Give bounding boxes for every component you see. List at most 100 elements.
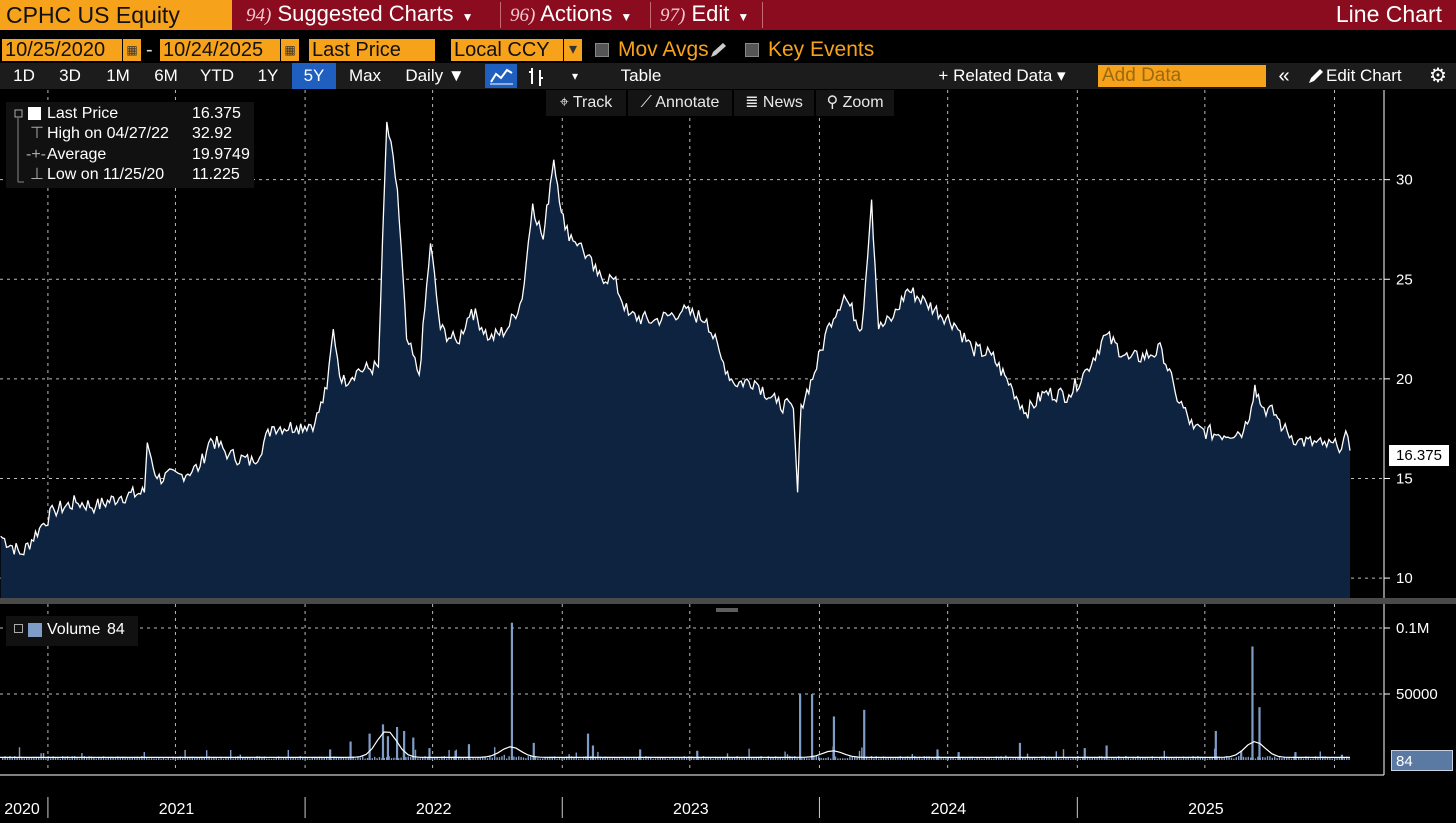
pencil-icon[interactable] [708, 41, 730, 59]
volume-bar [1012, 758, 1014, 760]
bar-chart-icon[interactable] [522, 64, 550, 88]
gear-icon[interactable]: ⚙ [1429, 65, 1447, 87]
add-data-input[interactable]: Add Data [1098, 65, 1266, 87]
volume-legend: Volume 84 [6, 616, 138, 646]
field-selector[interactable]: Last Price [309, 39, 435, 61]
legend-value: 11.225 [192, 166, 240, 183]
volume-bar [863, 709, 866, 760]
volume-bar [897, 757, 899, 760]
volume-bar [1228, 757, 1230, 760]
volume-bar [537, 758, 539, 760]
series-swatch[interactable] [28, 623, 42, 637]
volume-bar [813, 756, 815, 760]
table-button[interactable]: Table [620, 66, 662, 85]
period-ytd[interactable]: YTD [200, 66, 234, 85]
news-tool[interactable]: ≣ News [734, 90, 814, 116]
volume-bar [107, 757, 109, 760]
volume-bar [254, 758, 256, 760]
period-6m[interactable]: 6M [154, 66, 178, 85]
volume-bar [11, 757, 13, 760]
volume-bar [42, 753, 45, 760]
key-events-checkbox[interactable] [745, 43, 759, 57]
period-1y[interactable]: 1Y [257, 66, 279, 85]
volume-average-line [0, 731, 1350, 759]
collapse-icon[interactable]: « [1278, 65, 1290, 87]
volume-bar [474, 758, 477, 760]
volume-bar [1312, 758, 1314, 760]
start-date-input[interactable]: 10/25/2020 [2, 39, 122, 61]
volume-bar [81, 753, 83, 760]
volume-bar [945, 758, 947, 760]
volume-bar [1010, 758, 1012, 760]
ticker-field[interactable]: CPHC US Equity [0, 0, 232, 30]
volume-bar [1202, 757, 1204, 760]
related-data-button[interactable]: + Related Data ▾ [938, 66, 1066, 85]
series-swatch[interactable] [28, 107, 41, 120]
frequency-selector[interactable]: Daily ▼ [405, 66, 465, 85]
volume-bar [66, 756, 69, 760]
edit-menu[interactable]: 97) Edit ▼ [660, 0, 749, 30]
volume-bar [278, 756, 280, 760]
tool-label: News [762, 94, 803, 111]
volume-bar [935, 756, 937, 760]
volume-bar [18, 747, 21, 760]
annotate-tool[interactable]: ⟋ Annotate [628, 90, 732, 116]
currency-selector[interactable]: Local CCY [451, 39, 563, 61]
volume-bar [59, 758, 61, 760]
volume-bar [621, 758, 623, 760]
suggested-charts-menu[interactable]: 94) Suggested Charts ▼ [246, 0, 473, 30]
volume-bar [62, 756, 64, 760]
volume-bar [484, 756, 486, 760]
volume-bar [1110, 758, 1113, 760]
volume-bar [297, 758, 299, 760]
volume-bar [4, 756, 6, 760]
chevron-down-icon[interactable]: ▾ [564, 39, 582, 61]
actions-menu[interactable]: 96) Actions ▼ [510, 0, 632, 30]
period-1m[interactable]: 1M [106, 66, 130, 85]
volume-bar [1283, 756, 1285, 760]
period-max[interactable]: Max [348, 66, 382, 85]
mov-avgs-checkbox[interactable] [595, 43, 609, 57]
key-events-label[interactable]: Key Events [768, 38, 875, 61]
volume-bar [1326, 756, 1329, 760]
zoom-tool[interactable]: ⚲ Zoom [816, 90, 894, 116]
period-5y[interactable]: 5Y [292, 63, 336, 89]
end-date-input[interactable]: 10/24/2025 [160, 39, 280, 61]
title-bar [0, 0, 1456, 30]
expand-icon[interactable] [14, 624, 23, 633]
volume-bar [748, 748, 750, 760]
line-chart-icon[interactable] [485, 64, 517, 88]
volume-bar [753, 756, 755, 760]
volume-bar [472, 757, 474, 760]
period-3d[interactable]: 3D [59, 66, 81, 85]
volume-bar [400, 757, 402, 760]
menu-number: 97) [660, 5, 686, 26]
volume-bar [705, 757, 707, 760]
chevron-down-icon[interactable]: ▾ [571, 69, 579, 83]
volume-bar [282, 757, 285, 760]
volume-bar [150, 758, 153, 760]
volume-bar [890, 758, 892, 760]
volume-bar [1331, 758, 1333, 760]
volume-bar [1250, 757, 1252, 760]
calendar-icon[interactable]: ▦ [281, 39, 299, 61]
volume-bar [119, 758, 121, 760]
edit-chart-button[interactable]: Edit Chart [1326, 66, 1402, 85]
volume-bar [1163, 750, 1165, 760]
track-tool[interactable]: ⌖ Track [546, 90, 626, 116]
mov-avgs-label[interactable]: Mov Avgs [618, 38, 709, 61]
period-1d[interactable]: 1D [13, 66, 35, 85]
volume-bar [357, 756, 359, 760]
price-line[interactable] [0, 121, 1351, 556]
volume-bar [1050, 757, 1053, 760]
volume-bar [153, 758, 155, 760]
volume-bar [645, 756, 647, 760]
volume-bar [806, 758, 808, 760]
pane-divider[interactable] [0, 598, 1456, 604]
calendar-icon[interactable]: ▦ [123, 39, 141, 61]
price-legend: Last Price 16.375 ⊤ High on 04/27/22 32.… [6, 102, 254, 188]
drag-handle-icon[interactable] [716, 599, 738, 612]
volume-bar [491, 757, 493, 760]
volume-bar [1298, 757, 1300, 760]
